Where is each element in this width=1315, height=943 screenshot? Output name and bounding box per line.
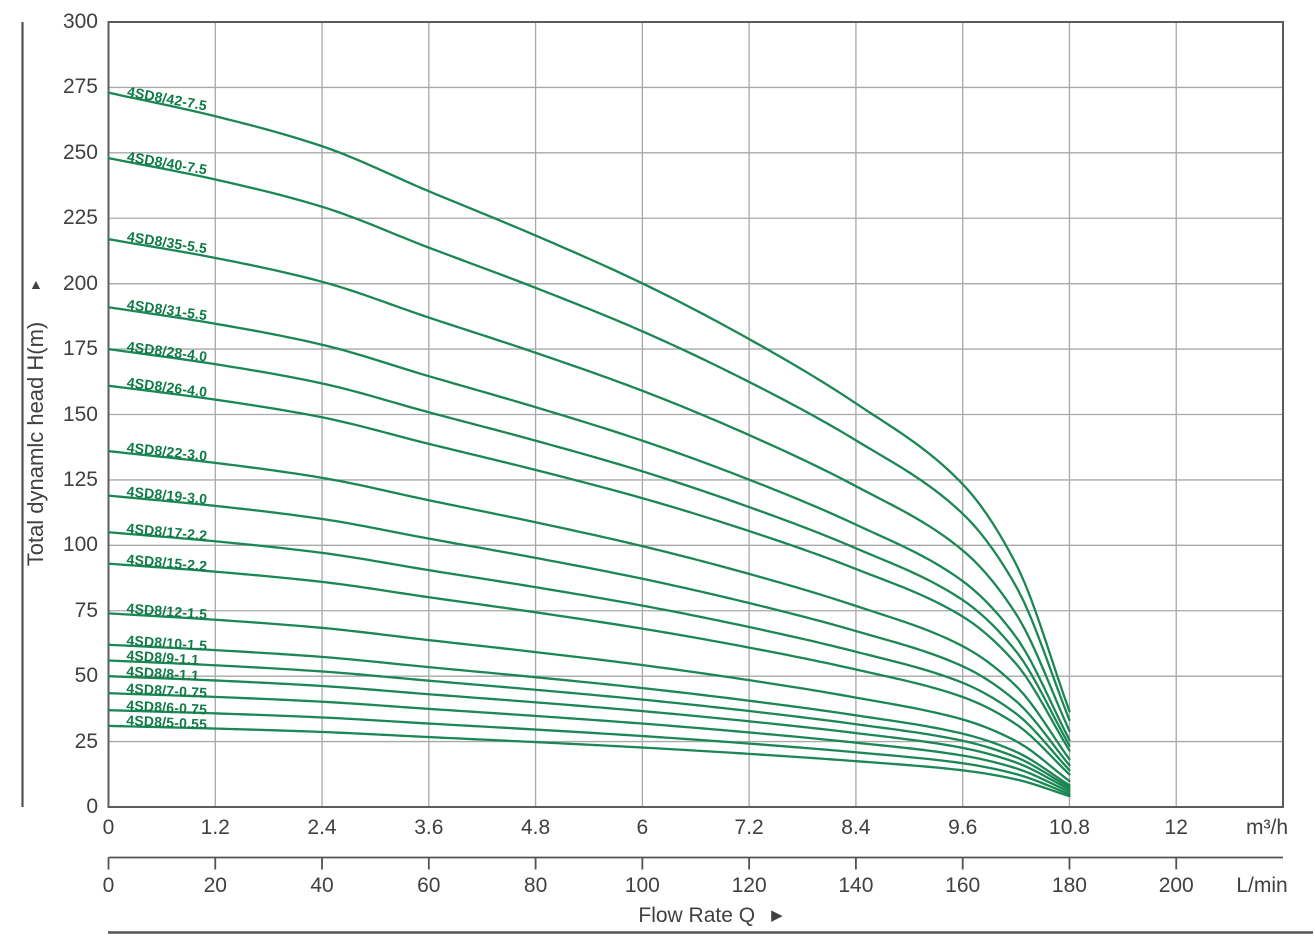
y-tick-label: 50: [74, 664, 98, 688]
y-tick-label: 225: [62, 206, 98, 230]
y-tick-label: 275: [62, 75, 98, 99]
pump-curve: [107, 612, 1071, 783]
y-tick-label: 250: [62, 140, 98, 164]
pump-curve: [107, 692, 1071, 793]
pump-curve: [107, 709, 1071, 796]
pump-curve: [107, 347, 1071, 747]
x-tick-label-lmin: 120: [731, 874, 767, 897]
y-axis-up-arrow-icon: ▲: [29, 276, 43, 292]
y-tick-label: 150: [62, 402, 98, 426]
unit-label-lmin: L/min: [1236, 874, 1288, 897]
pump-curve: [107, 531, 1071, 772]
flow-rate-arrow-icon: ▶: [771, 907, 783, 924]
x-tick-label-lmin: 100: [624, 874, 660, 897]
pump-curve: [107, 306, 1071, 742]
y-tick-label: 100: [62, 533, 98, 557]
x-tick-label-m3h: 8.4: [841, 816, 871, 839]
x-tick-label-lmin: 180: [1051, 874, 1087, 897]
x-tick-label-m3h: 1.2: [200, 816, 230, 839]
y-tick-label: 75: [74, 598, 98, 622]
x-tick-label-m3h: 10.8: [1049, 816, 1090, 839]
pump-curve: [107, 91, 1071, 713]
pump-curve: [107, 562, 1071, 776]
x-tick-label-m3h: 0: [102, 816, 115, 839]
flow-rate-label: Flow Rate Q: [638, 904, 756, 927]
y-tick-label: 175: [62, 337, 98, 361]
pump-curve: [107, 156, 1071, 722]
pump-curve: [107, 384, 1071, 752]
x-tick-label-lmin: 160: [945, 874, 981, 897]
pump-curve: [107, 675, 1071, 791]
pump-curve: [107, 449, 1071, 761]
x-tick-label-m3h: 6: [636, 816, 649, 839]
x-tick-label-m3h: 4.8: [520, 816, 551, 839]
pump-curve: [107, 238, 1071, 733]
y-tick-label: 125: [62, 467, 98, 491]
x-tick-label-lmin: 200: [1158, 874, 1194, 897]
y-tick-label: 200: [62, 271, 98, 295]
x-tick-label-m3h: 2.4: [307, 816, 337, 839]
x-tick-label-m3h: 7.2: [734, 816, 764, 839]
y-tick-label: 25: [74, 729, 98, 753]
pump-curve: [107, 643, 1071, 787]
x-tick-label-lmin: 80: [523, 874, 548, 897]
axis-rules: [21, 21, 1313, 934]
x-tick-label-lmin: 0: [102, 874, 115, 897]
grid-lines: [108, 22, 1283, 807]
pump-curve: [107, 659, 1071, 789]
pump-curve: [107, 724, 1071, 798]
x-tick-label-lmin: 20: [203, 874, 227, 897]
x-tick-label-m3h: 12: [1164, 816, 1188, 839]
x-tick-label-lmin: 140: [838, 874, 874, 897]
pump-curves: [107, 91, 1071, 798]
y-tick-label: 0: [86, 795, 98, 818]
flow-rate-caption: Flow Rate Q ▶: [108, 903, 1313, 929]
pump-curve: [107, 494, 1071, 767]
x-tick-label-lmin: 60: [417, 874, 441, 897]
plot-border: [107, 21, 1284, 808]
x-tick-label-m3h: 3.6: [414, 816, 444, 839]
unit-label-m3h: m³/h: [1246, 816, 1288, 839]
x-tick-label-m3h: 9.6: [948, 816, 978, 839]
y-tick-label: 300: [62, 10, 98, 33]
x-tick-label-lmin: 40: [310, 874, 334, 897]
